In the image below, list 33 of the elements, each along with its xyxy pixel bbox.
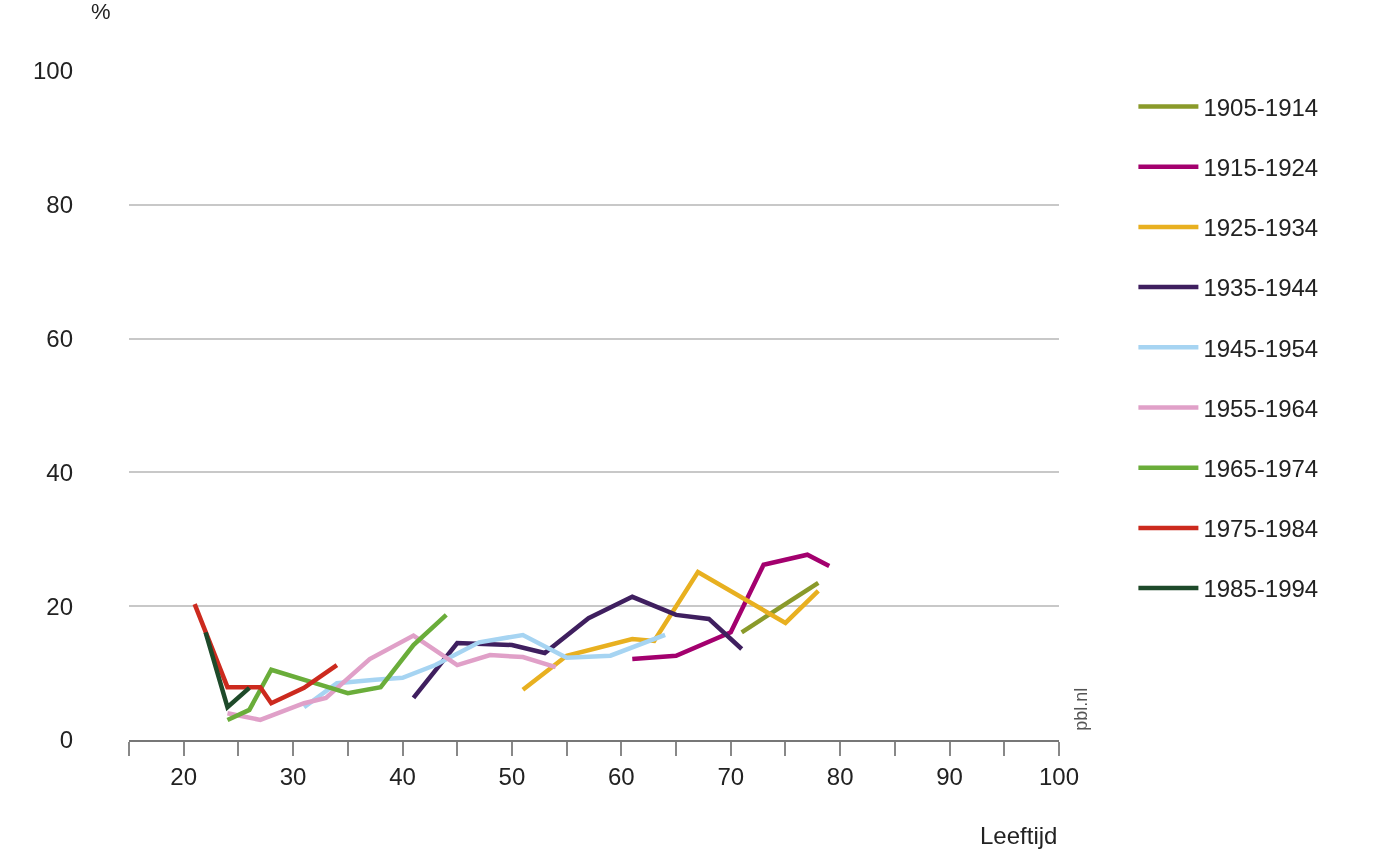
y-tick-label: 20 (46, 592, 73, 620)
line-series (301, 632, 668, 710)
x-tick-label: 40 (389, 762, 416, 790)
y-axis-title: % (91, 0, 111, 24)
y-tick-label: 80 (46, 191, 73, 219)
x-tick-label: 80 (826, 762, 854, 790)
legend-label: 1925-1934 (1203, 214, 1319, 242)
line-series (411, 594, 744, 701)
legend-label: 1945-1954 (1203, 334, 1319, 362)
legend-label: 1935-1944 (1203, 274, 1319, 302)
x-tick-label: 20 (170, 762, 198, 790)
x-tick-label: 70 (717, 762, 745, 790)
x-tick-label: 100 (1038, 762, 1080, 790)
y-tick-label: 100 (32, 57, 73, 85)
legend-label: 1915-1924 (1203, 154, 1319, 182)
text: pbl.nl (1071, 687, 1092, 731)
x-tick-label: 50 (498, 762, 526, 790)
legend-label: 1965-1974 (1203, 455, 1319, 483)
x-tick-label: 30 (279, 762, 307, 790)
legend-label: 1955-1964 (1203, 394, 1319, 422)
line-series (225, 612, 449, 723)
y-tick-label: 40 (46, 458, 73, 486)
legend-label: 1975-1984 (1203, 515, 1319, 543)
x-tick-label: 90 (936, 762, 963, 790)
legend-label: 1985-1994 (1203, 575, 1319, 603)
y-tick-label: 60 (46, 325, 73, 352)
x-tick-label: 60 (608, 762, 635, 790)
legend-label: 1905-1914 (1203, 93, 1319, 121)
x-axis-title: Leeftijd (980, 822, 1058, 849)
line-series (225, 633, 558, 723)
y-tick-label: 0 (59, 726, 73, 754)
line-series (520, 569, 821, 693)
line-series (630, 552, 832, 662)
